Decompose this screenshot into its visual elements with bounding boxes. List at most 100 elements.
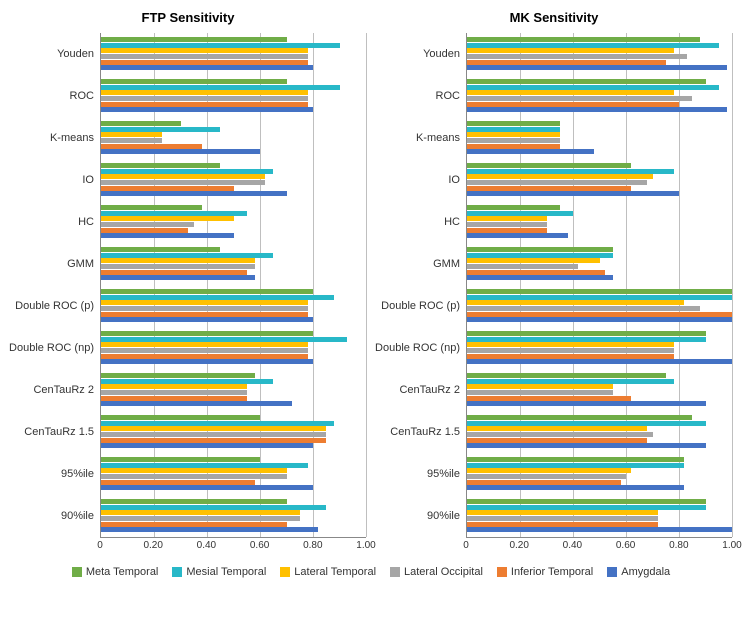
category-label: CenTauRz 2	[10, 369, 100, 411]
bar	[467, 222, 547, 227]
bar	[467, 421, 706, 426]
category-label: GMM	[376, 243, 466, 285]
bar-group	[467, 201, 732, 243]
bar	[101, 354, 308, 359]
bar	[101, 216, 234, 221]
bar	[101, 457, 260, 462]
category-label: K-means	[376, 117, 466, 159]
bar-group	[101, 75, 366, 117]
bar	[101, 54, 308, 59]
category-label: GMM	[10, 243, 100, 285]
legend-label: Lateral Temporal	[294, 566, 376, 578]
bar-group	[467, 243, 732, 285]
x-tick-label: 1.00	[356, 540, 375, 551]
bar	[101, 233, 234, 238]
legend-swatch	[497, 567, 507, 577]
bar	[467, 174, 653, 179]
x-tick-label: 0	[97, 540, 103, 551]
bar-group	[101, 285, 366, 327]
plot-wrap: YoudenROCK-meansIOHCGMMDouble ROC (p)Dou…	[10, 33, 366, 538]
bar	[467, 379, 674, 384]
bar	[467, 247, 613, 252]
bar	[101, 463, 308, 468]
x-tick-label: 1.00	[722, 540, 741, 551]
chart-title: MK Sensitivity	[376, 10, 732, 25]
bar	[101, 102, 308, 107]
bar	[101, 480, 255, 485]
bar	[101, 317, 313, 322]
bar	[101, 390, 247, 395]
bar	[101, 43, 340, 48]
bar	[101, 401, 292, 406]
plot-area	[100, 33, 366, 538]
bar	[101, 205, 202, 210]
x-tick-label: 0.60	[616, 540, 635, 551]
bar	[101, 359, 313, 364]
bar	[101, 127, 220, 132]
category-label: 95%ile	[376, 453, 466, 495]
bar	[467, 65, 727, 70]
bar-group	[101, 159, 366, 201]
legend-swatch	[172, 567, 182, 577]
bar	[101, 37, 287, 42]
bar	[467, 426, 647, 431]
category-label: HC	[10, 201, 100, 243]
bar	[101, 144, 202, 149]
bar	[467, 432, 653, 437]
bar	[467, 312, 732, 317]
bar	[467, 463, 684, 468]
bar	[467, 331, 706, 336]
bar	[467, 127, 560, 132]
bar	[101, 270, 247, 275]
bar	[101, 275, 255, 280]
bar	[467, 295, 732, 300]
legend-item: Lateral Occipital	[390, 566, 483, 578]
legend-item: Lateral Temporal	[280, 566, 376, 578]
bar	[101, 443, 313, 448]
bar	[101, 379, 273, 384]
bar-group	[101, 327, 366, 369]
legend-item: Inferior Temporal	[497, 566, 593, 578]
category-label: Double ROC (np)	[376, 327, 466, 369]
bar	[101, 79, 287, 84]
x-axis: 00.200.400.600.801.00	[100, 540, 366, 554]
category-label: Youden	[376, 33, 466, 75]
bar	[467, 211, 573, 216]
bar	[467, 228, 547, 233]
bar	[101, 306, 308, 311]
bar	[101, 258, 255, 263]
legend-item: Meta Temporal	[72, 566, 159, 578]
bar-group	[101, 117, 366, 159]
bar	[467, 163, 631, 168]
bar	[101, 138, 162, 143]
bar-group	[101, 201, 366, 243]
bar	[467, 415, 692, 420]
category-label: IO	[376, 159, 466, 201]
legend-item: Mesial Temporal	[172, 566, 266, 578]
bar	[101, 163, 220, 168]
bar	[467, 485, 684, 490]
category-label: 95%ile	[10, 453, 100, 495]
category-label: CenTauRz 1.5	[10, 411, 100, 453]
bar	[467, 401, 706, 406]
bar	[467, 390, 613, 395]
plot-area	[466, 33, 732, 538]
plot-wrap: YoudenROCK-meansIOHCGMMDouble ROC (p)Dou…	[376, 33, 732, 538]
category-label: CenTauRz 1.5	[376, 411, 466, 453]
bar	[101, 499, 287, 504]
bar	[467, 191, 679, 196]
bar	[101, 96, 308, 101]
bar	[467, 186, 631, 191]
bar	[101, 174, 265, 179]
bar	[101, 180, 265, 185]
bar	[101, 222, 194, 227]
bar	[101, 90, 308, 95]
bar	[101, 295, 334, 300]
bar	[467, 510, 658, 515]
gridline	[732, 33, 733, 537]
bar	[101, 348, 308, 353]
bar	[467, 306, 700, 311]
bar-group	[101, 369, 366, 411]
bar-group	[467, 495, 732, 537]
bar-group	[467, 285, 732, 327]
